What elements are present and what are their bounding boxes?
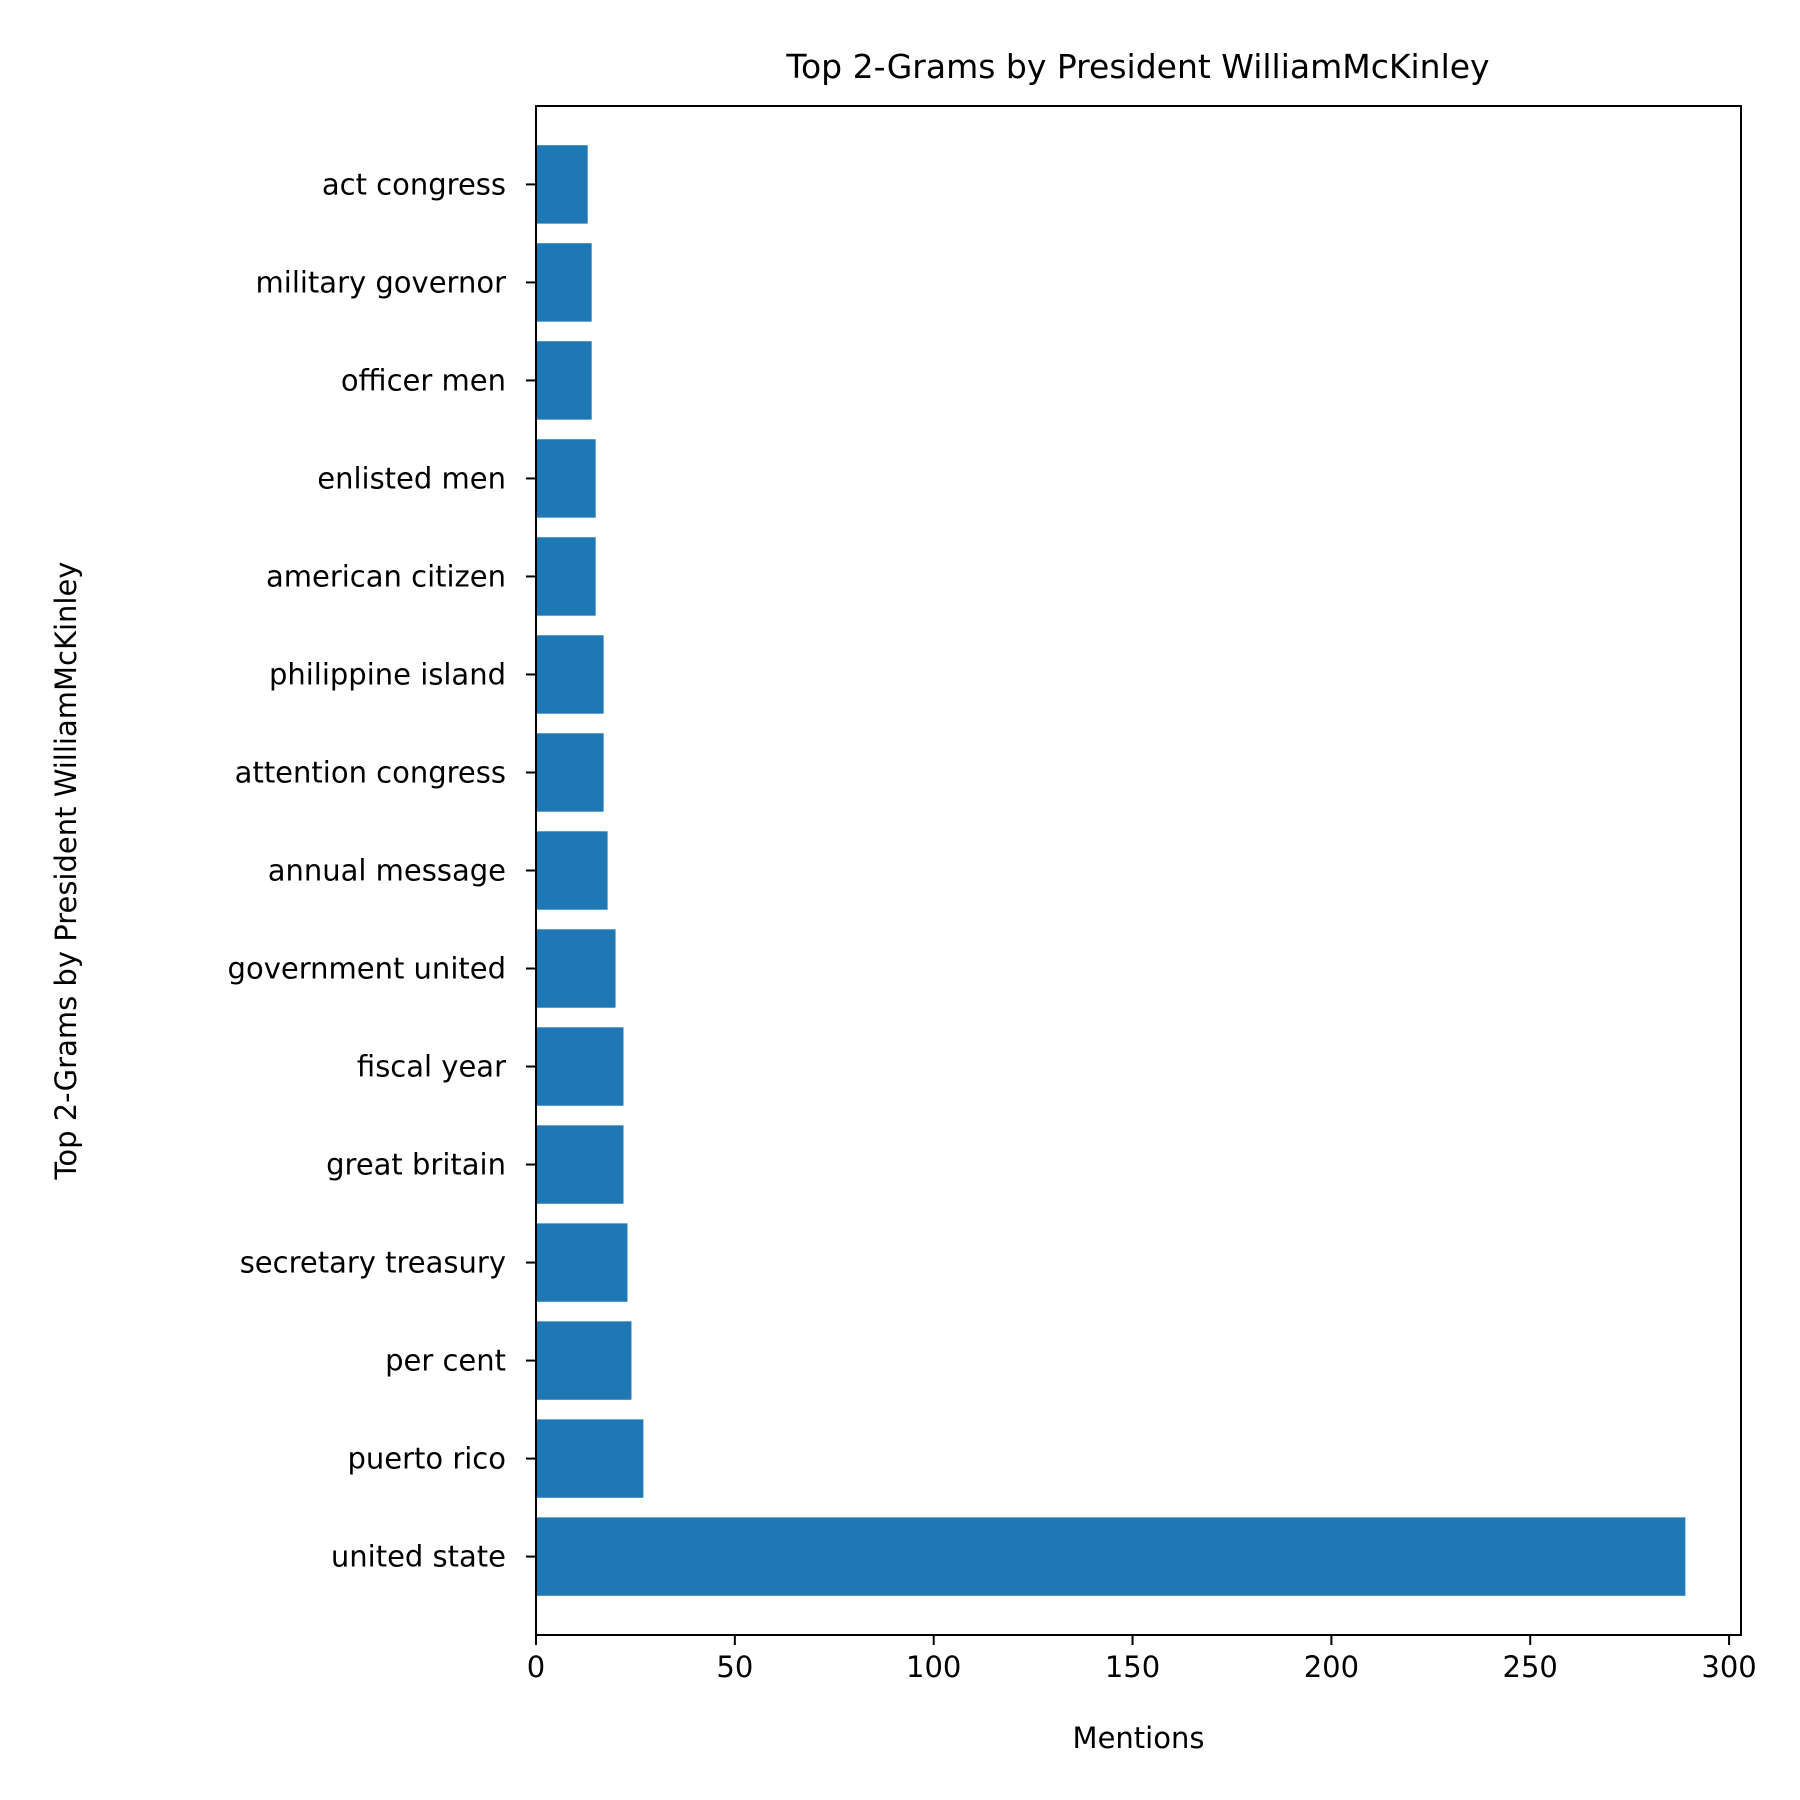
x-tick-label: 200	[1304, 1650, 1359, 1684]
bar-attention-congress	[536, 733, 604, 812]
bar-philippine-island	[536, 635, 604, 714]
bar-officer-men	[536, 341, 592, 420]
bar-great-britain	[536, 1125, 624, 1204]
bar-united-state	[536, 1517, 1686, 1596]
x-axis-ticks: 0 50 100 150 200 250 300	[527, 1635, 1757, 1684]
bar-act-congress	[536, 145, 588, 224]
y-tick-label: secretary treasury	[240, 1246, 506, 1280]
x-tick-label: 250	[1503, 1650, 1558, 1684]
bar-enlisted-men	[536, 439, 596, 518]
y-tick-label: officer men	[341, 363, 506, 397]
y-tick-label: great britain	[326, 1148, 506, 1182]
y-axis-ticks: united state puerto rico per cent secretary…	[228, 167, 536, 1574]
y-tick-label: government united	[228, 952, 506, 986]
y-tick-label: philippine island	[269, 657, 506, 691]
bar-annual-message	[536, 831, 608, 910]
x-tick-label: 300	[1701, 1650, 1756, 1684]
bar-puerto-rico	[536, 1419, 644, 1498]
plot-frame	[535, 105, 1742, 1636]
bars-group	[536, 145, 1686, 1596]
x-tick-label: 150	[1105, 1650, 1160, 1684]
x-tick-label: 100	[906, 1650, 961, 1684]
x-tick-label: 0	[527, 1650, 545, 1684]
x-axis-label: Mentions	[1073, 1721, 1205, 1755]
y-tick-label: annual message	[268, 854, 506, 888]
x-tick-label: 50	[716, 1650, 753, 1684]
bar-military-governor	[536, 243, 592, 322]
bar-fiscal-year	[536, 1027, 624, 1106]
y-tick-label: american citizen	[266, 559, 506, 593]
y-axis-label: Top 2-Grams by President WilliamMcKinley	[49, 562, 83, 1181]
chart-title: Top 2-Grams by President WilliamMcKinley	[785, 47, 1489, 86]
y-tick-label: per cent	[385, 1344, 506, 1378]
y-tick-label: united state	[331, 1540, 506, 1574]
y-tick-label: attention congress	[235, 755, 506, 789]
y-tick-label: act congress	[322, 167, 506, 201]
y-tick-label: fiscal year	[357, 1050, 506, 1084]
bar-government-united	[536, 929, 616, 1008]
y-tick-label: puerto rico	[347, 1442, 506, 1476]
bar-secretary-treasury	[536, 1223, 628, 1302]
bar-american-citizen	[536, 537, 596, 616]
y-tick-label: military governor	[256, 265, 507, 299]
y-tick-label: enlisted men	[317, 461, 506, 495]
bar-per-cent	[536, 1321, 632, 1400]
